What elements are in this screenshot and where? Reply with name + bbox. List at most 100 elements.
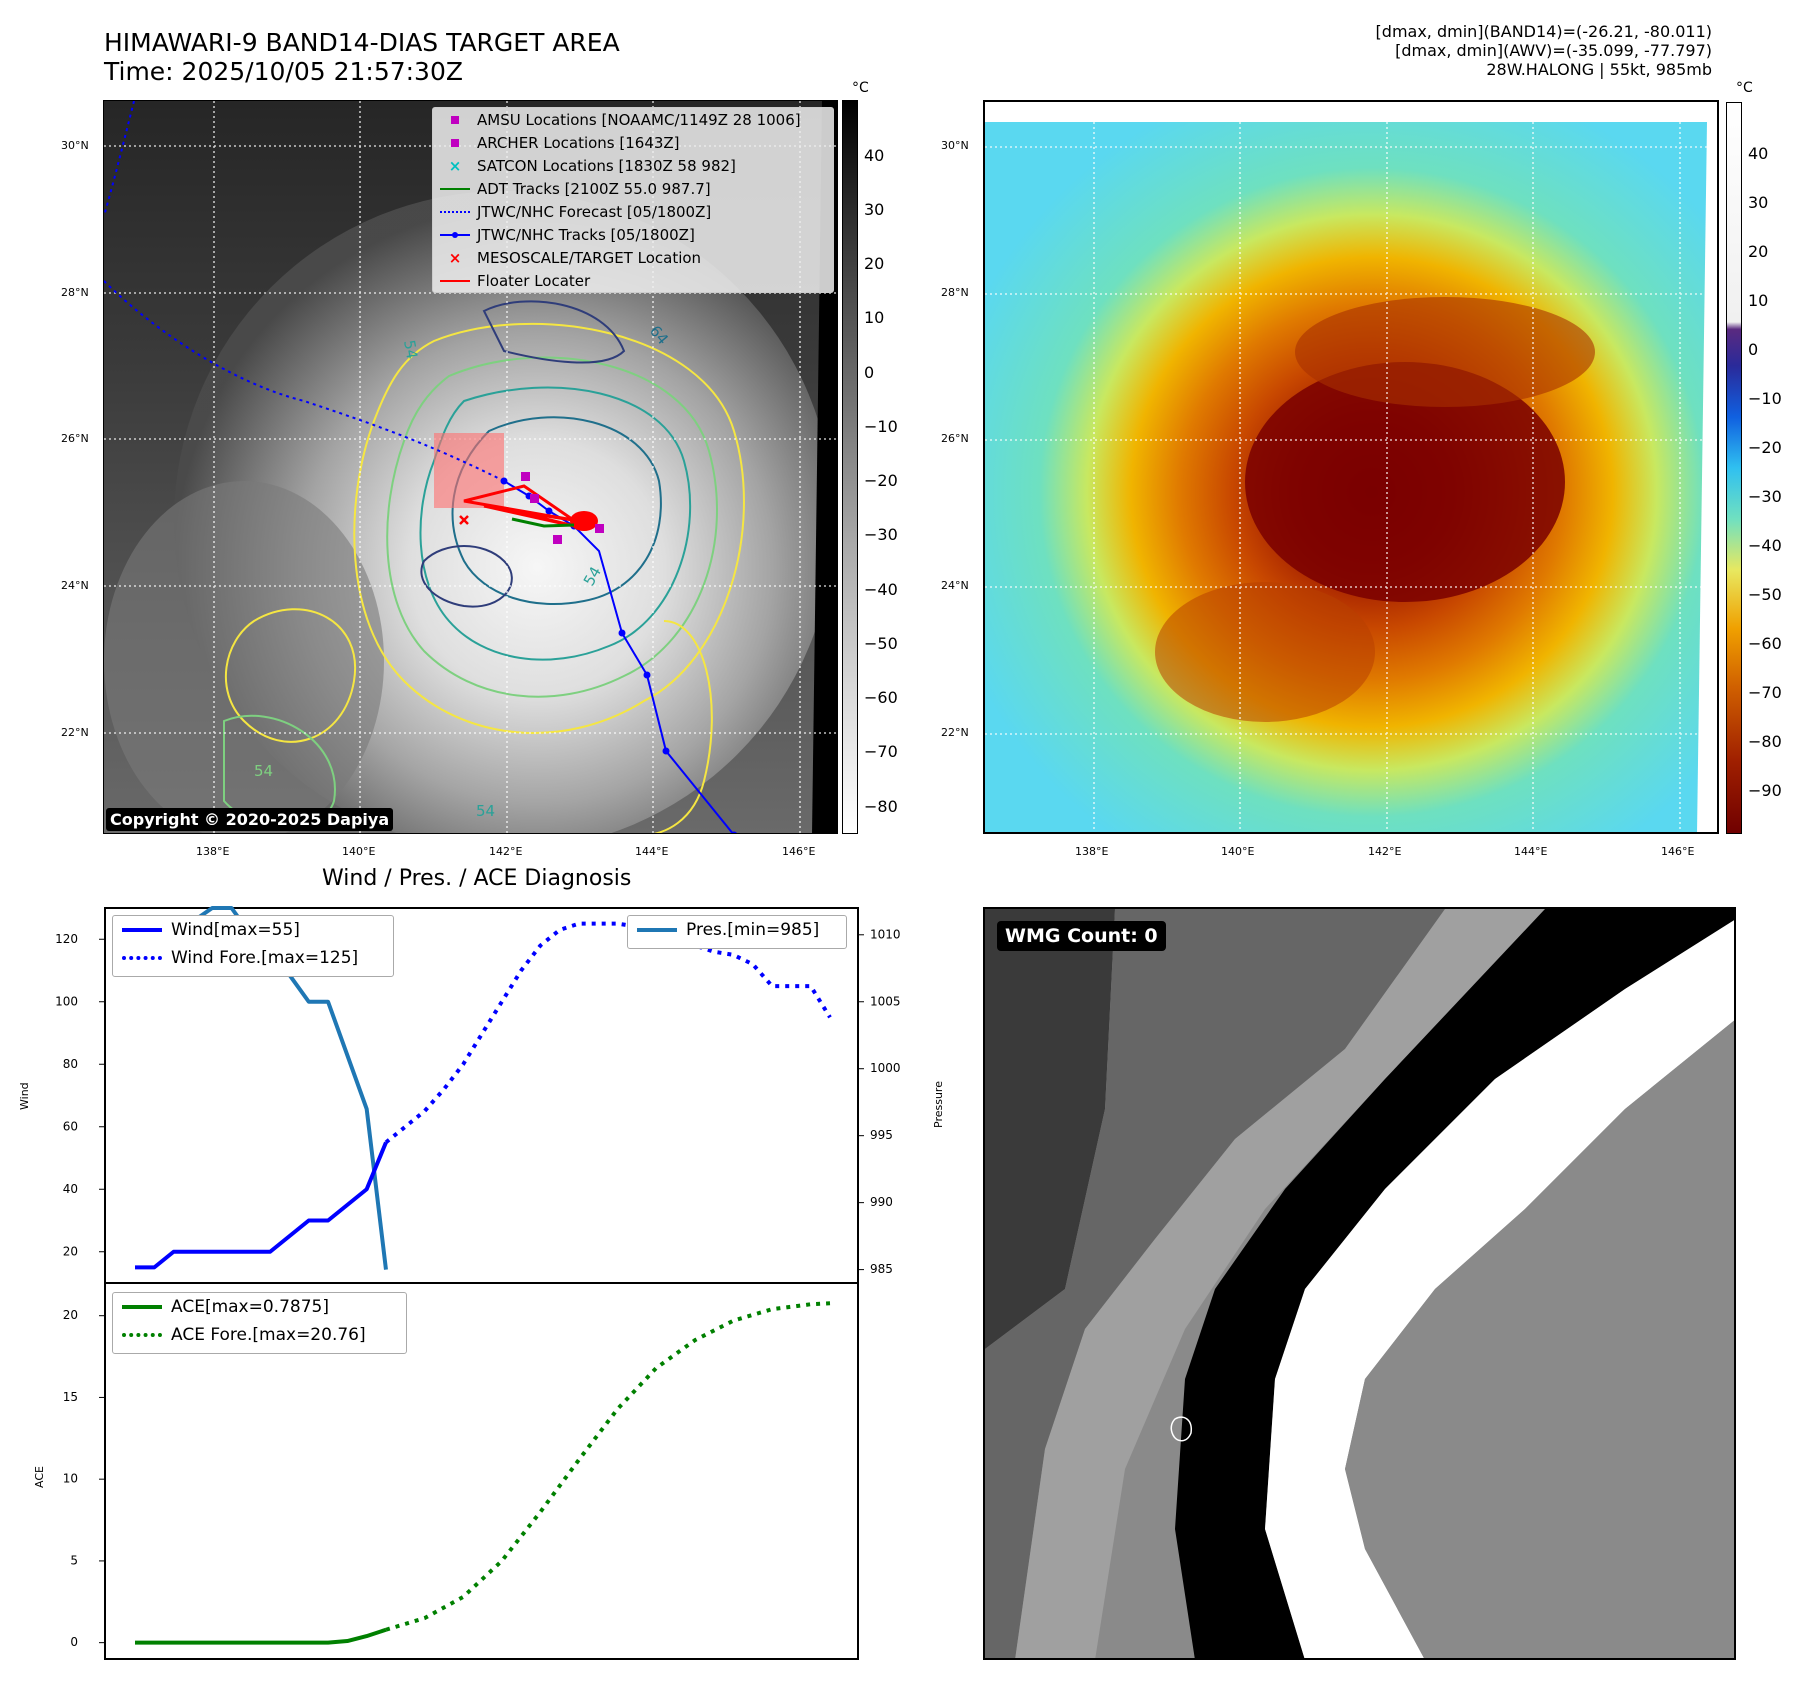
legend-item-ace-fore: ACE Fore.[max=20.76] <box>113 1321 406 1349</box>
pressure-legend: Pres.[min=985] <box>627 915 847 949</box>
legend-item-tracks: JTWC/NHC Tracks [05/1800Z] <box>433 223 833 246</box>
wmg-panel: WMG Count: 0 <box>983 907 1736 1660</box>
lat-label: 22°N <box>941 726 969 739</box>
colorbar-color <box>1726 102 1742 834</box>
square-icon <box>433 115 477 124</box>
legend-label: ARCHER Locations [1643Z] <box>477 133 680 152</box>
legend-item-adt: ADT Tracks [2100Z 55.0 987.7] <box>433 177 833 200</box>
legend-item-archer: ARCHER Locations [1643Z] <box>433 131 833 154</box>
colorbar-tick: 40 <box>1748 144 1769 163</box>
line-icon <box>113 1305 171 1309</box>
colorbar-tick: 0 <box>864 363 875 382</box>
colorbar-tick: −10 <box>1748 389 1782 408</box>
lat-label: 24°N <box>61 579 89 592</box>
colorbar-tick: −20 <box>1748 438 1782 457</box>
legend-label: JTWC/NHC Tracks [05/1800Z] <box>477 225 695 244</box>
square-icon <box>433 138 477 147</box>
wind-line <box>135 1141 388 1270</box>
colorbar-tick: −40 <box>864 580 898 599</box>
legend-item-mesoscale: × MESOSCALE/TARGET Location <box>433 246 833 269</box>
legend-item-floater: Floater Locater <box>433 269 833 292</box>
pressure-tick: 1000 <box>870 1061 901 1075</box>
colorbar-tick: −60 <box>864 688 898 707</box>
lat-label: 22°N <box>61 726 89 739</box>
legend-item-satcon: × SATCON Locations [1830Z 58 982] <box>433 154 833 177</box>
chart-title: HIMAWARI-9 BAND14-DIAS TARGET AREA <box>104 28 620 57</box>
lon-label: 138°E <box>196 845 230 858</box>
colorbar-tick: −20 <box>864 471 898 490</box>
colorbar-tick: −50 <box>864 634 898 653</box>
info-block: [dmax, dmin](BAND14)=(-26.21, -80.011) [… <box>1112 22 1712 79</box>
pressure-tick: 1005 <box>870 994 901 1008</box>
contour-label: 54 <box>476 802 495 820</box>
colorbar-tick: −80 <box>864 797 898 816</box>
dotted-line-icon <box>113 956 171 960</box>
legend-label: Wind[max=55] <box>171 920 300 940</box>
legend-label: ACE[max=0.7875] <box>171 1297 329 1317</box>
wind-tick: 40 <box>63 1182 78 1196</box>
forecast-track <box>104 101 505 482</box>
info-storm: 28W.HALONG | 55kt, 985mb <box>1486 60 1712 79</box>
wind-tick: 60 <box>63 1119 78 1133</box>
legend-label: SATCON Locations [1830Z 58 982] <box>477 156 736 175</box>
contour-label: 54 <box>400 339 421 361</box>
pressure-tick: 985 <box>870 1262 893 1276</box>
legend-label: ADT Tracks [2100Z 55.0 987.7] <box>477 179 711 198</box>
wmg-canvas <box>985 909 1734 1658</box>
info-awv: [dmax, dmin](AWV)=(-35.099, -77.797) <box>1395 41 1712 60</box>
lon-label: 140°E <box>1221 845 1255 858</box>
colorbar-tick: −40 <box>1748 536 1782 555</box>
wmg-count-badge: WMG Count: 0 <box>997 921 1166 951</box>
pressure-axis-label: Pressure <box>932 1081 945 1128</box>
lon-label: 138°E <box>1075 845 1109 858</box>
line-icon <box>628 928 686 932</box>
lon-label: 146°E <box>782 845 816 858</box>
legend-item-pres: Pres.[min=985] <box>628 916 846 944</box>
ace-tick: 15 <box>63 1390 78 1404</box>
legend-label: Pres.[min=985] <box>686 920 820 940</box>
legend-item-amsu: AMSU Locations [NOAAMC/1149Z 28 1006] <box>433 108 833 131</box>
ace-panel-frame <box>104 1282 859 1660</box>
lon-label: 142°E <box>1368 845 1402 858</box>
ace-tick: 20 <box>63 1308 78 1322</box>
ace-legend: ACE[max=0.7875] ACE Fore.[max=20.76] <box>112 1292 407 1354</box>
lon-label: 144°E <box>1514 845 1548 858</box>
colorbar-tick: −70 <box>1748 683 1782 702</box>
wind-legend: Wind[max=55] Wind Fore.[max=125] <box>112 915 394 977</box>
colorbar-tick: 30 <box>1748 193 1769 212</box>
x-marker-icon: × <box>448 248 462 267</box>
map-legend: AMSU Locations [NOAAMC/1149Z 28 1006] AR… <box>432 107 834 293</box>
ace-tick: 10 <box>63 1472 78 1486</box>
contour-label: 54 <box>254 762 273 780</box>
wind-tick: 100 <box>55 994 78 1008</box>
colorbar-tick: 40 <box>864 146 885 165</box>
line-icon <box>113 928 171 932</box>
line-dot-icon <box>433 231 477 238</box>
wind-tick: 80 <box>63 1057 78 1071</box>
colorbar-tick: 20 <box>1748 242 1769 261</box>
map-color <box>983 100 1719 834</box>
wind-axis-label: Wind <box>18 1082 31 1110</box>
colorbar-tick: 10 <box>1748 291 1769 310</box>
legend-label: ACE Fore.[max=20.76] <box>171 1325 366 1345</box>
colorbar-tick: −70 <box>864 742 898 761</box>
chart-time: Time: 2025/10/05 21:57:30Z <box>104 57 463 86</box>
lat-label: 26°N <box>61 432 89 445</box>
dotted-line-icon <box>113 1333 171 1337</box>
lon-label: 140°E <box>342 845 376 858</box>
wind-forecast-line <box>384 921 832 1144</box>
lat-label: 30°N <box>941 139 969 152</box>
line-icon <box>433 187 477 190</box>
map-grayscale: 54 64 54 54 54 AMSU Locations [NOAAMC/11… <box>103 100 838 834</box>
ace-line <box>135 1627 387 1645</box>
lat-label: 24°N <box>941 579 969 592</box>
lat-label: 28°N <box>941 286 969 299</box>
legend-item-forecast: JTWC/NHC Forecast [05/1800Z] <box>433 200 833 223</box>
colorbar-tick: −60 <box>1748 634 1782 653</box>
lon-label: 144°E <box>635 845 669 858</box>
colorbar-unit: °C <box>1736 80 1753 96</box>
colorbar-unit: °C <box>852 80 869 96</box>
wind-tick: 120 <box>55 932 78 946</box>
legend-item-wind: Wind[max=55] <box>113 916 393 944</box>
lat-label: 28°N <box>61 286 89 299</box>
